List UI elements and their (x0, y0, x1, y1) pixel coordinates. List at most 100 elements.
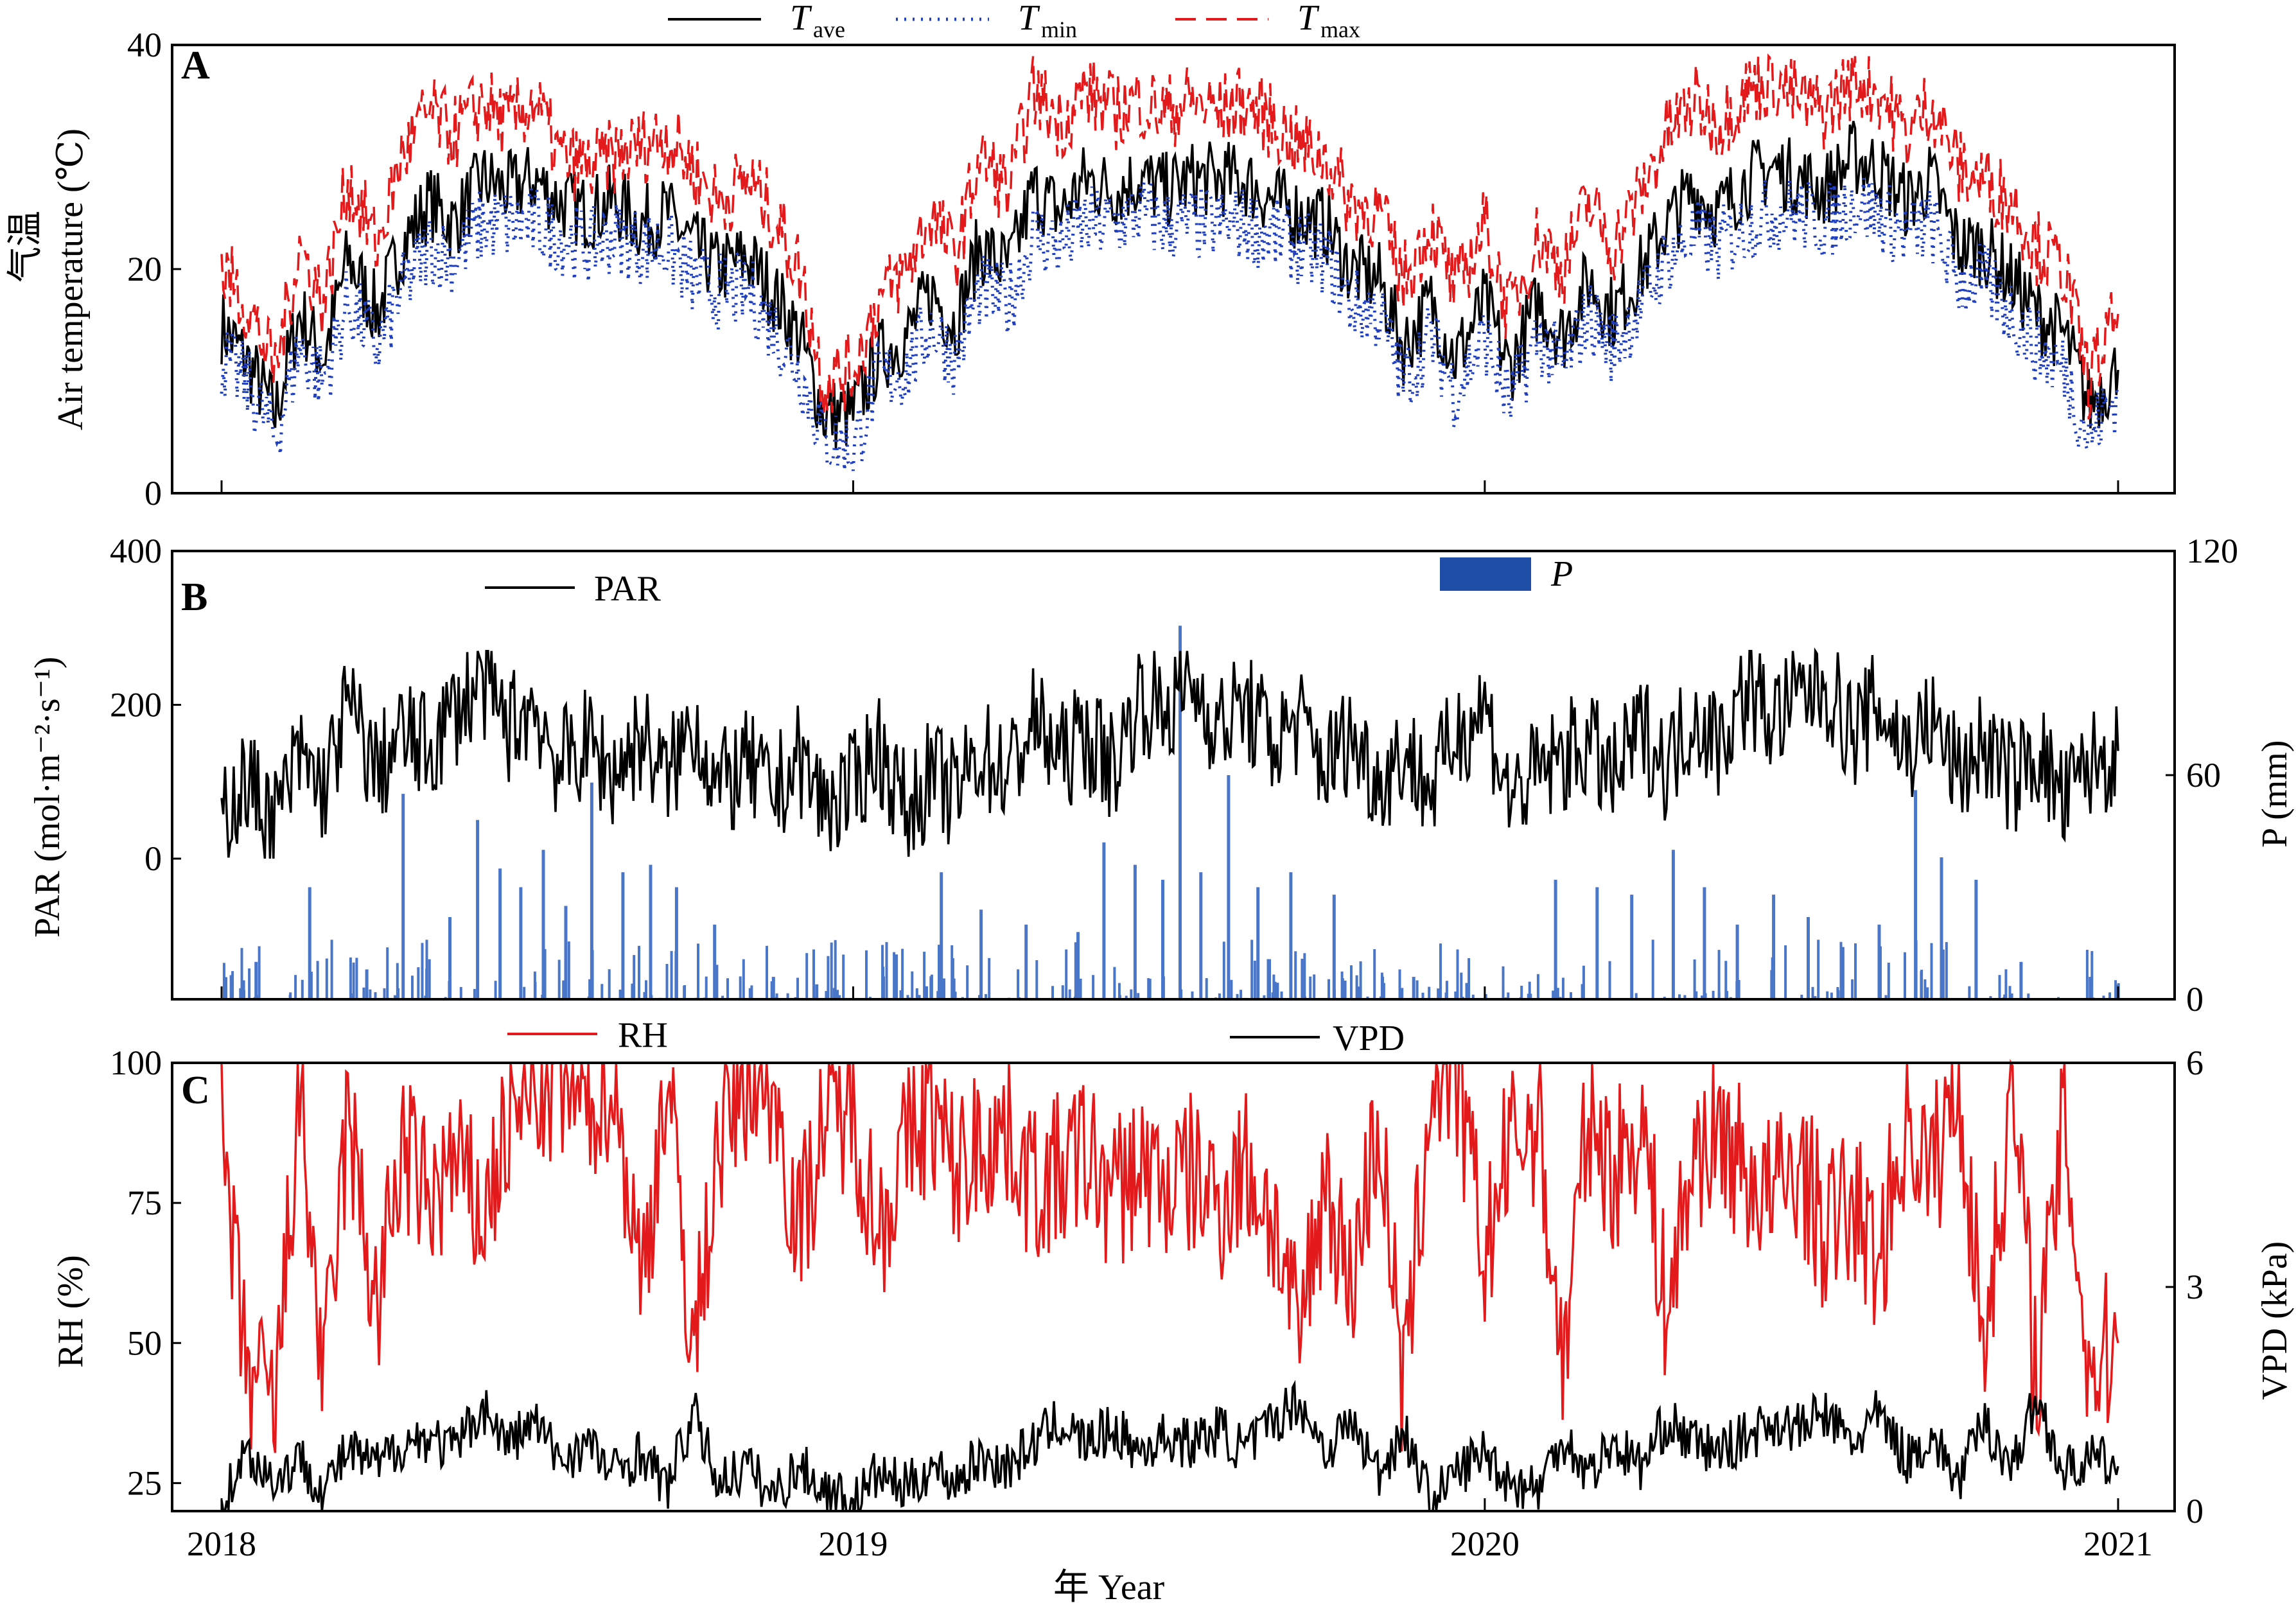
precip-bar (1125, 995, 1128, 999)
panel-c-y2label: VPD (kPa) (2255, 1241, 2295, 1400)
precip-bar (310, 972, 313, 999)
precip-bar (865, 950, 868, 999)
precip-bar (670, 950, 673, 999)
panel-label-b: B (181, 575, 207, 619)
precip-bar (770, 981, 773, 999)
precip-bar (498, 868, 502, 999)
precip-bar (1671, 850, 1675, 999)
precip-bar (771, 977, 775, 999)
precip-bar (1068, 989, 1071, 999)
precip-bar (1974, 879, 1978, 999)
precip-bar (775, 993, 778, 999)
panel-c-y-tick-label: 100 (110, 1044, 162, 1082)
precip-bar (411, 976, 414, 999)
precip-bar (1454, 991, 1457, 999)
precip-bar (1421, 992, 1424, 999)
series-line-par (220, 647, 2119, 859)
precip-bar (915, 988, 918, 999)
precip-bar (1484, 993, 1487, 999)
precip-bar (748, 988, 751, 999)
precip-bar (812, 949, 815, 999)
precip-bar (1274, 981, 1277, 999)
precip-bar (1717, 950, 1721, 999)
precip-bar (1379, 996, 1382, 999)
precip-bar (2019, 961, 2023, 999)
precip-bar (1398, 969, 1401, 999)
x-axis-label: 年 Year (1053, 1568, 1165, 1607)
precip-bar (1807, 917, 1810, 999)
legend-sub-t-max: max (1320, 17, 1360, 42)
panel-b-ylabel: PAR (mol·m⁻²·s⁻¹) (28, 656, 67, 938)
precip-bar (1092, 975, 1095, 999)
panel-a-y-tick-label: 0 (145, 474, 162, 512)
precip-bar (1608, 961, 1611, 999)
panel-label-a: A (181, 44, 210, 87)
precip-bar (842, 954, 845, 999)
precip-bar (1471, 994, 1475, 999)
precip-bar (1570, 992, 1572, 999)
precip-bar (1841, 947, 1845, 999)
panel-b-y2label: P (mm) (2255, 740, 2295, 848)
precip-bar (750, 985, 753, 999)
precip-bar (1920, 971, 1923, 999)
x-tick-label-2018: 2018 (187, 1525, 256, 1563)
precip-bar (1851, 979, 1854, 999)
precip-bar (1218, 993, 1221, 999)
precip-bar (543, 949, 547, 999)
precip-bar (1332, 895, 1336, 999)
precip-bar (1130, 989, 1133, 999)
panel-a-y-tick-label: 40 (127, 26, 162, 64)
precip-bar (1724, 961, 1728, 999)
precip-bar (827, 956, 830, 999)
precip-bar (2008, 986, 2011, 999)
precip-bar (231, 971, 234, 999)
panel-b-y2-tick-label: 60 (2186, 756, 2221, 794)
precip-bar (1035, 960, 1038, 999)
precip-bar (1998, 975, 2001, 999)
precip-bar (1051, 986, 1054, 999)
precip-bar (1179, 626, 1182, 999)
precip-bar (1770, 970, 1773, 999)
precip-bar (1313, 974, 1316, 999)
panel-c-y-tick-label: 50 (127, 1324, 162, 1362)
precip-bar (242, 980, 245, 999)
precip-bar (697, 943, 699, 999)
precip-bar (2090, 950, 2094, 999)
precip-bar (952, 978, 956, 999)
precip-bar (1811, 986, 1814, 999)
precip-bar (1272, 974, 1275, 999)
precip-bar (1695, 991, 1698, 999)
precip-bar (2089, 977, 2092, 999)
precip-bar (1118, 995, 1121, 999)
panel-b-y-tick-label: 0 (145, 839, 162, 878)
precip-bar (882, 967, 884, 999)
panel-b-y-tick-label: 400 (110, 532, 162, 570)
precip-bar (1735, 924, 1739, 999)
precip-bar (425, 940, 428, 999)
precip-bar (1304, 996, 1306, 999)
precip-bar (1328, 979, 1330, 999)
precip-bar (2003, 994, 2006, 999)
legend-sub-t-min: min (1041, 17, 1077, 42)
precip-bar (1887, 963, 1890, 999)
legend-label-vpd: VPD (1333, 1019, 1405, 1058)
precip-bar (1904, 952, 1906, 999)
precip-bar (308, 887, 311, 999)
precip-bar (417, 967, 420, 999)
legend-label-t-min: T (1018, 0, 1040, 38)
precip-bar (1074, 942, 1077, 999)
precip-bar (643, 992, 646, 999)
precip-bar (631, 983, 634, 999)
precip-bar (243, 990, 245, 999)
precip-bar (355, 958, 358, 999)
precip-bar (1366, 996, 1369, 999)
precip-bar (2004, 969, 2008, 999)
precip-bar (541, 850, 545, 999)
precip-bar (428, 959, 431, 999)
precip-bar (1945, 941, 1948, 999)
precip-bar (925, 986, 928, 999)
precip-bar (1117, 983, 1121, 999)
panel-c-y2-tick-label: 3 (2186, 1268, 2204, 1306)
precip-bar (825, 991, 828, 999)
precip-bar (386, 947, 389, 999)
